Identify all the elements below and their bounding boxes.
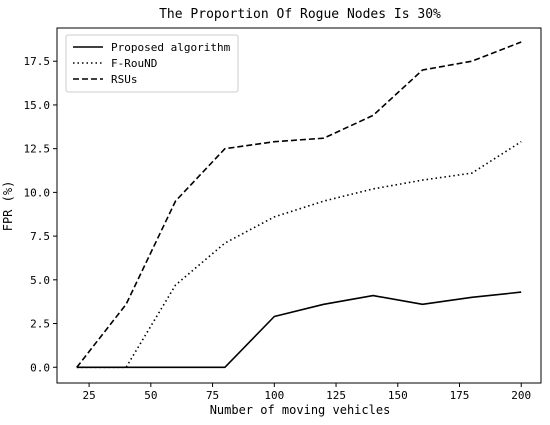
y-axis: 0.0 2.5 5.0 7.5 10.0 12.5 15.0 17.5	[24, 55, 57, 374]
legend-label-proposed: Proposed algorithm	[111, 41, 231, 54]
y-tick-label: 12.5	[24, 143, 51, 156]
y-tick-label: 10.0	[24, 186, 51, 199]
plot-frame	[56, 27, 542, 384]
x-tick-label: 125	[326, 389, 346, 402]
plot-area	[76, 41, 522, 369]
x-tick-label: 100	[264, 389, 284, 402]
series-line-dashed	[76, 41, 522, 368]
chart-title: The Proportion Of Rogue Nodes Is 30%	[159, 7, 441, 22]
series-line-solid	[76, 291, 522, 369]
y-axis-label: FPR (%)	[1, 181, 15, 232]
y-tick-label: 17.5	[24, 55, 51, 68]
x-tick-label: 200	[511, 389, 531, 402]
legend-label-rsus: RSUs	[111, 73, 138, 86]
x-tick-label: 150	[388, 389, 408, 402]
y-tick-label: 2.5	[30, 318, 50, 331]
series-line-dotted	[76, 141, 522, 369]
legend: Proposed algorithm F-RouND RSUs	[65, 34, 239, 93]
y-tick-label: 0.0	[30, 361, 50, 374]
y-tick-label: 15.0	[24, 99, 51, 112]
y-tick-label: 7.5	[30, 230, 50, 243]
x-tick-label: 50	[144, 389, 157, 402]
x-axis: 25 50 75 100 125 150 175 200	[82, 383, 531, 402]
x-tick-label: 175	[450, 389, 470, 402]
legend-label-frounD: F-RouND	[111, 57, 157, 70]
legend-box	[65, 34, 239, 93]
x-tick-label: 25	[82, 389, 95, 402]
y-tick-label: 5.0	[30, 274, 50, 287]
x-axis-label: Number of moving vehicles	[210, 403, 391, 417]
x-tick-label: 75	[206, 389, 219, 402]
